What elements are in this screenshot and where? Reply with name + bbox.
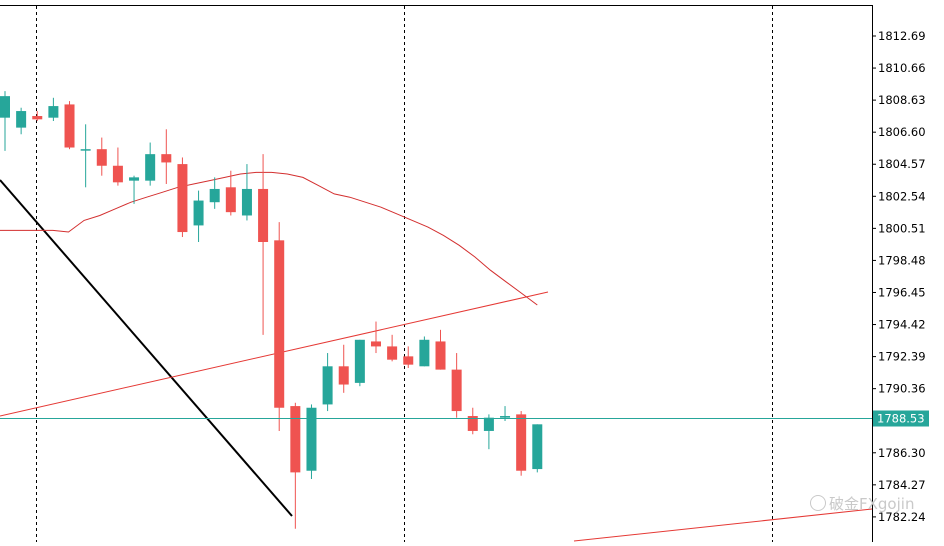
- candle-body-19: [306, 407, 317, 471]
- candle-body-26: [419, 339, 430, 367]
- current-price-label: 1788.53: [877, 412, 925, 426]
- candle-11[interactable]: [177, 157, 188, 238]
- price-tick-label-10: 1792.39: [878, 350, 926, 364]
- candle-body-31: [500, 416, 511, 418]
- candle-body-0: [0, 96, 10, 118]
- candle-body-3: [48, 106, 59, 118]
- candle-body-8: [129, 177, 140, 181]
- price-tick-label-5: 1802.54: [878, 189, 926, 203]
- candle-body-20: [322, 366, 333, 405]
- candle-21[interactable]: [338, 344, 349, 393]
- candle-25[interactable]: [403, 346, 414, 368]
- candle-body-30: [483, 417, 494, 431]
- price-tick-label-3: 1806.60: [878, 125, 926, 139]
- candle-body-10: [161, 154, 172, 163]
- candle-body-33: [532, 424, 543, 470]
- candle-body-15: [241, 188, 252, 216]
- candle-body-16: [258, 188, 269, 242]
- candle-17[interactable]: [274, 222, 285, 431]
- candle-30[interactable]: [483, 414, 494, 450]
- trendline-red-upper[interactable]: [0, 291, 549, 417]
- price-tick-label-7: 1798.48: [878, 253, 926, 267]
- candle-5[interactable]: [80, 124, 91, 188]
- candle-16[interactable]: [258, 154, 269, 335]
- candle-7[interactable]: [112, 147, 123, 186]
- candle-33[interactable]: [532, 424, 543, 473]
- candle-body-1: [16, 111, 27, 128]
- candle-body-27: [435, 341, 446, 370]
- watermark: 破金FXgojin: [810, 493, 914, 514]
- candle-20[interactable]: [322, 353, 333, 412]
- candle-14[interactable]: [225, 170, 236, 216]
- candle-body-6: [96, 149, 107, 166]
- candle-10[interactable]: [161, 129, 172, 184]
- trendline-black[interactable]: [0, 179, 293, 517]
- current-price-badge: [873, 410, 929, 427]
- candle-body-13: [209, 188, 220, 203]
- candle-body-5: [80, 149, 91, 151]
- candle-1[interactable]: [16, 107, 27, 135]
- candle-body-29: [467, 416, 478, 431]
- candle-22[interactable]: [354, 339, 365, 387]
- price-tick-label-1: 1810.66: [878, 61, 926, 75]
- candle-body-2: [32, 116, 43, 120]
- candle-6[interactable]: [96, 137, 107, 176]
- candle-4[interactable]: [64, 101, 75, 150]
- candle-body-4: [64, 104, 75, 148]
- candle-15[interactable]: [241, 164, 252, 221]
- candle-body-14: [225, 187, 236, 213]
- candle-27[interactable]: [435, 329, 446, 370]
- candle-body-25: [403, 356, 414, 365]
- price-tick-label-2: 1808.63: [878, 93, 926, 107]
- candle-body-24: [387, 346, 398, 360]
- price-tick-label-15: 1782.24: [878, 510, 926, 524]
- candle-body-23: [370, 341, 381, 347]
- candle-2[interactable]: [32, 111, 43, 121]
- moving-average-line: [0, 171, 538, 306]
- candle-body-11: [177, 164, 188, 233]
- candle-19[interactable]: [306, 404, 317, 480]
- candle-12[interactable]: [193, 190, 204, 242]
- candle-24[interactable]: [387, 334, 398, 362]
- price-tick-label-14: 1784.27: [878, 478, 926, 492]
- candle-3[interactable]: [48, 97, 59, 121]
- candle-9[interactable]: [145, 142, 156, 186]
- candle-body-18: [290, 406, 301, 473]
- candle-18[interactable]: [290, 402, 301, 529]
- candle-32[interactable]: [516, 411, 527, 476]
- price-tick-label-0: 1812.69: [878, 29, 926, 43]
- candle-body-32: [516, 414, 527, 471]
- candle-23[interactable]: [370, 321, 381, 354]
- trendline-red-lower[interactable]: [573, 508, 873, 542]
- candle-body-21: [338, 366, 349, 385]
- price-tick-label-11: 1790.36: [878, 382, 926, 396]
- candle-body-7: [112, 165, 123, 183]
- price-tick-label-8: 1796.45: [878, 285, 926, 299]
- candle-8[interactable]: [129, 175, 140, 204]
- candle-28[interactable]: [451, 353, 462, 418]
- candle-0[interactable]: [0, 91, 10, 151]
- candle-body-22: [354, 339, 365, 383]
- candle-body-17: [274, 240, 285, 408]
- candle-26[interactable]: [419, 336, 430, 367]
- candle-body-9: [145, 154, 156, 181]
- candle-13[interactable]: [209, 177, 220, 209]
- price-tick-label-6: 1800.51: [878, 221, 926, 235]
- candle-body-12: [193, 200, 204, 226]
- price-tick-label-4: 1804.57: [878, 157, 926, 171]
- candle-body-28: [451, 369, 462, 412]
- watermark-icon: [810, 495, 826, 511]
- price-tick-label-9: 1794.42: [878, 318, 926, 332]
- candle-29[interactable]: [467, 407, 478, 435]
- price-tick-label-13: 1786.30: [878, 446, 926, 460]
